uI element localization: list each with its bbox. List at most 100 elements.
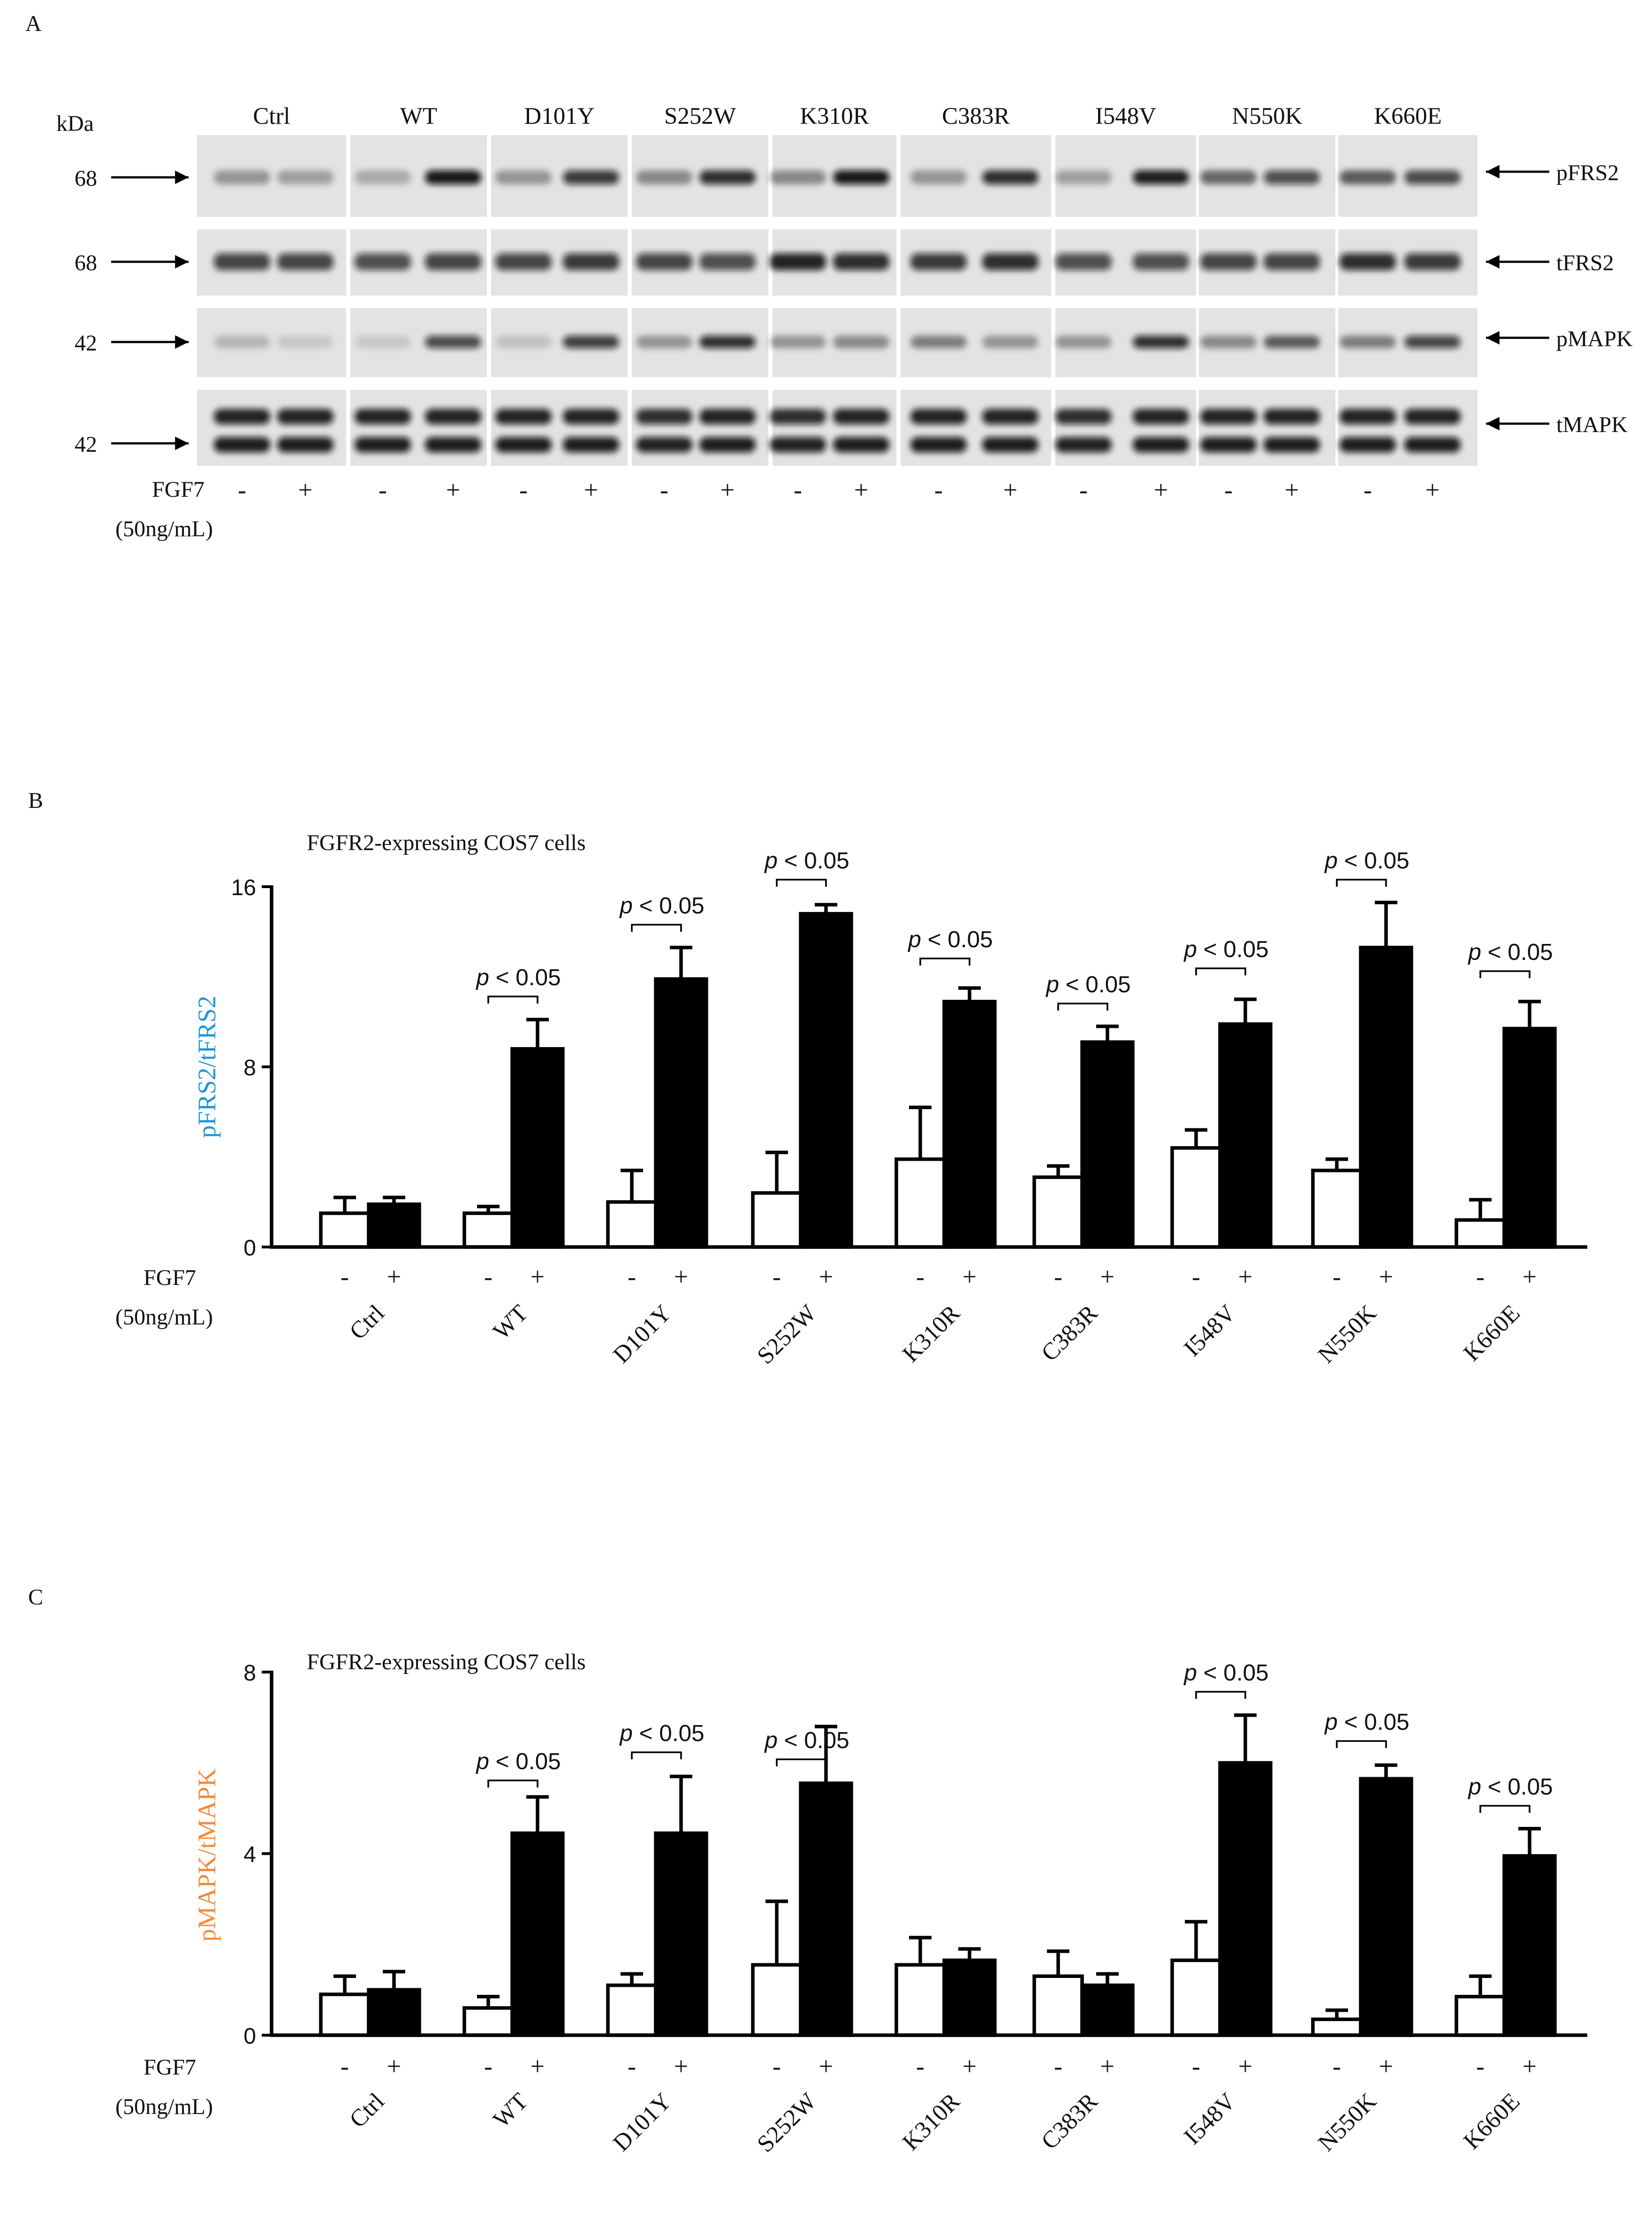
protein-label: pMAPK [1556,327,1633,351]
treatment-sign: + [1238,2052,1252,2080]
significance-bracket [1336,879,1387,887]
treatment-sign: - [916,2052,925,2080]
protein-band [833,170,889,185]
protein-band [425,253,481,271]
treatment-sign: + [1003,476,1017,504]
blot-membrane-panel [773,390,896,466]
p-value-threshold: < 0.05 [1481,939,1553,965]
protein-band [1200,437,1257,453]
protein-band [425,409,481,425]
treatment-sign: + [1379,2052,1393,2080]
protein-band [1404,170,1461,185]
lane-group-label: N550K [1232,103,1302,129]
blot-row-tMAPK [197,390,1478,466]
lane-group-label: C383R [942,103,1010,129]
blot-membrane-panel [197,390,346,466]
treatment-sign: - [1192,1262,1200,1291]
p-value-symbol: p [1324,1709,1338,1735]
bar-untreated [1455,1218,1506,1249]
y-tick-label: 0 [243,2024,256,2049]
significance-bracket [919,958,970,966]
significance-label: p < 0.05 [1183,936,1268,962]
blot-membrane-panel [901,390,1051,466]
protein-label: pFRS2 [1556,160,1619,185]
bar-untreated [606,1983,658,2037]
treatment-sign: - [379,476,387,504]
significance-label: p < 0.05 [475,965,561,990]
protein-band [277,409,333,425]
bar-untreated [751,1191,803,1249]
bar-fgf7-treated [367,1988,421,2037]
p-value-symbol: p [619,893,633,919]
protein-band [563,253,619,271]
p-value-symbol: p [1183,936,1197,962]
protein-band [770,335,826,349]
y-tick-label: 16 [231,875,256,900]
protein-band [355,253,411,271]
protein-band [982,335,1038,349]
protein-band [214,170,270,185]
kda-marker-label: 42 [75,331,97,356]
bar-fgf7-treated [510,1047,565,1249]
protein-band [636,437,692,453]
protein-band [495,170,552,185]
treatment-sign: - [1224,476,1233,504]
bar-untreated [894,1157,946,1249]
significance-label: p < 0.05 [475,1749,561,1774]
significance-bracket [1195,1691,1246,1699]
significance-label: p < 0.05 [1045,972,1130,997]
p-value-symbol: p [1045,972,1059,997]
protein-band [1133,253,1189,271]
protein-band [355,335,411,349]
p-value-threshold: < 0.05 [778,1727,849,1753]
treatment-sign: + [819,2052,833,2080]
y-tick-label: 0 [243,1236,256,1261]
blot-membrane-panel [1055,390,1196,466]
protein-band [1264,170,1320,185]
protein-band [770,170,826,185]
bar-untreated [1170,1146,1222,1249]
protein-band [982,409,1038,425]
panel-label: A [25,11,42,36]
protein-band [495,437,552,453]
bar-untreated [462,1211,514,1249]
significance-label: p < 0.05 [1324,848,1409,874]
significance-bracket [776,879,827,887]
protein-band [699,409,756,425]
treatment-sign: + [1523,2052,1537,2080]
significance-label: p < 0.05 [1183,1660,1268,1686]
protein-band [910,253,967,271]
protein-band [770,409,826,425]
kda-marker-label: 42 [75,432,97,457]
protein-band [1340,170,1396,185]
protein-band [636,170,692,185]
protein-band [699,335,756,349]
significance-label: p < 0.05 [1324,1709,1409,1735]
treatment-sign: + [446,476,460,504]
p-value-symbol: p [764,1727,778,1753]
significance-label: p < 0.05 [619,1720,704,1746]
treatment-sign: + [1100,1262,1114,1291]
protein-band [355,437,411,453]
treatment-sign: - [238,476,246,504]
treatment-sign: - [1476,2052,1485,2080]
bar-fgf7-treated [510,1831,565,2037]
bar-fgf7-treated [1080,1983,1135,2037]
protein-band [833,409,889,425]
protein-band [699,170,756,185]
chart-title: FGFR2-expressing COS7 cells [307,1650,586,1674]
protein-band [1200,253,1257,271]
p-value-threshold: < 0.05 [1197,1660,1269,1686]
significance-label: p < 0.05 [619,893,704,919]
protein-band [563,437,619,453]
bar-untreated [606,1200,658,1249]
protein-band [425,437,481,453]
protein-band [1340,253,1396,271]
treatment-sign: + [387,2052,401,2080]
bar-untreated [894,1963,946,2037]
protein-band [1264,253,1320,271]
